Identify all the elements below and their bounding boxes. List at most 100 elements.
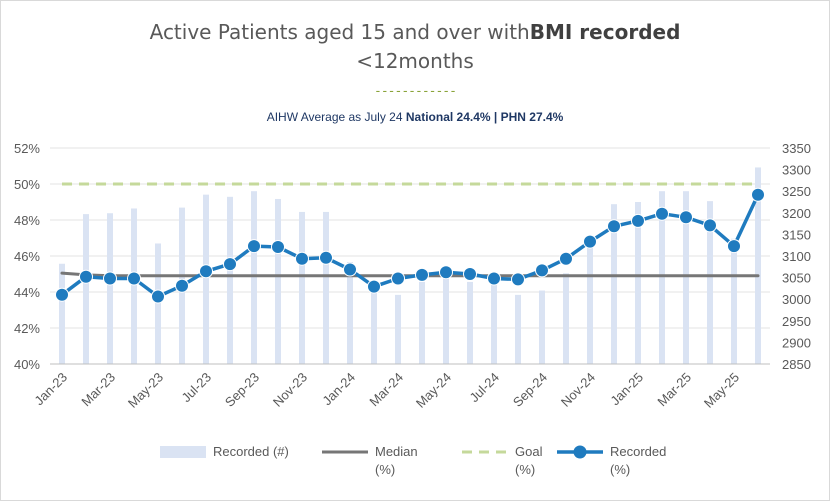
y-right-tick-label: 2950 [782, 314, 811, 329]
recorded-pct-point [751, 187, 765, 202]
y-right-tick-label: 3250 [782, 184, 811, 199]
bar [203, 194, 209, 364]
recorded-pct-point [511, 272, 525, 287]
recorded-pct-point [199, 264, 213, 279]
legend-label-line2: (%) [610, 462, 630, 477]
recorded-pct-point [295, 251, 309, 266]
bar [131, 208, 137, 364]
x-tick-label: Jul-23 [178, 370, 214, 406]
y-right-tick-label: 2900 [782, 335, 811, 350]
recorded-pct-point [343, 262, 357, 277]
recorded-pct-point [631, 213, 645, 228]
subtitle-prefix: AIHW Average as July 24 [266, 110, 406, 124]
y-left-tick-label: 46% [14, 249, 40, 264]
recorded-pct-point [79, 269, 93, 284]
recorded-pct-point [535, 263, 549, 278]
legend-bar-swatch [160, 446, 206, 458]
legend-label: Goal [515, 444, 543, 459]
legend-label: Recorded [610, 444, 666, 459]
title-text: Active Patients aged 15 and over with [149, 20, 530, 44]
bar [347, 262, 353, 364]
decorative-dashes: ------------ [374, 84, 457, 99]
bar [107, 213, 113, 364]
subtitle-phn: PHN 27.4% [500, 110, 564, 124]
recorded-pct-point [319, 250, 333, 265]
x-tick-label: May-23 [125, 370, 166, 411]
bar [371, 286, 377, 364]
subtitle-separator: | [490, 110, 501, 124]
recorded-pct-point [391, 271, 405, 286]
y-right-tick-label: 3150 [782, 227, 811, 242]
bar [491, 281, 497, 364]
bar [659, 191, 665, 364]
recorded-pct-point [463, 267, 477, 281]
recorded-pct-point [415, 267, 429, 282]
y-left-tick-label: 50% [14, 177, 40, 192]
bar [587, 243, 593, 364]
y-left-tick-label: 42% [14, 321, 40, 336]
chart-subtitle: AIHW Average as July 24 National 24.4% |… [0, 110, 830, 124]
bar [275, 198, 281, 364]
x-tick-label: Mar-25 [654, 370, 694, 410]
recorded-pct-point [223, 257, 237, 272]
bar [419, 281, 425, 364]
legend-recorded-marker [573, 445, 587, 459]
bar [683, 191, 689, 364]
recorded-pct-point [727, 239, 741, 254]
title-bold-text: BMI recorded [529, 20, 681, 44]
bar [83, 214, 89, 364]
x-tick-label: Jan-25 [607, 370, 646, 409]
recorded-pct-point [271, 240, 285, 254]
recorded-pct-point [439, 265, 453, 280]
bar [635, 202, 641, 364]
recorded-pct-point [103, 271, 117, 286]
y-left-tick-label: 44% [14, 285, 40, 300]
x-tick-label: Jul-24 [466, 370, 502, 406]
y-right-tick-label: 2850 [782, 357, 811, 372]
recorded-pct-point [151, 289, 165, 304]
line-series [55, 182, 765, 304]
bar [155, 243, 161, 364]
recorded-pct-point [55, 287, 69, 302]
bar [299, 211, 305, 364]
recorded-pct-point [655, 206, 669, 221]
recorded-pct-point [127, 271, 141, 286]
bar [539, 290, 545, 364]
y-right-tick-label: 3300 [782, 163, 811, 178]
bar [227, 196, 233, 364]
y-left-tick-label: 52% [14, 141, 40, 156]
recorded-pct-point [607, 219, 621, 234]
legend-label-line2: (%) [375, 462, 395, 477]
recorded-pct-point [703, 218, 717, 233]
recorded-pct-point [175, 278, 189, 293]
x-tick-label: Nov-24 [558, 370, 598, 410]
legend-label: Median [375, 444, 418, 459]
title-line-2: <12months [356, 49, 474, 73]
legend: Recorded (#) Median (%) Goal (%) Recorded (%) [160, 444, 666, 477]
bar [395, 294, 401, 364]
bar [563, 273, 569, 364]
y-right-tick-label: 3200 [782, 206, 811, 221]
bar [755, 167, 761, 364]
recorded-pct-point [583, 234, 597, 249]
bar [467, 281, 473, 364]
bar [707, 201, 713, 364]
x-tick-label: Jan-23 [31, 370, 70, 409]
bar [515, 294, 521, 364]
legend-label: Recorded (#) [213, 444, 289, 459]
bar-series [59, 167, 761, 364]
x-tick-label: Mar-23 [78, 370, 118, 410]
y-left-tick-label: 40% [14, 357, 40, 372]
x-tick-label: May-25 [701, 370, 742, 411]
x-tick-label: Mar-24 [366, 370, 406, 410]
bar [731, 238, 737, 364]
bar [611, 204, 617, 364]
legend-label-line2: (%) [515, 462, 535, 477]
y-right-tick-label: 3000 [782, 292, 811, 307]
y-right-tick-label: 3050 [782, 271, 811, 286]
bar [323, 211, 329, 364]
recorded-pct-point [247, 239, 261, 254]
recorded-line [60, 193, 760, 299]
bar [443, 273, 449, 364]
